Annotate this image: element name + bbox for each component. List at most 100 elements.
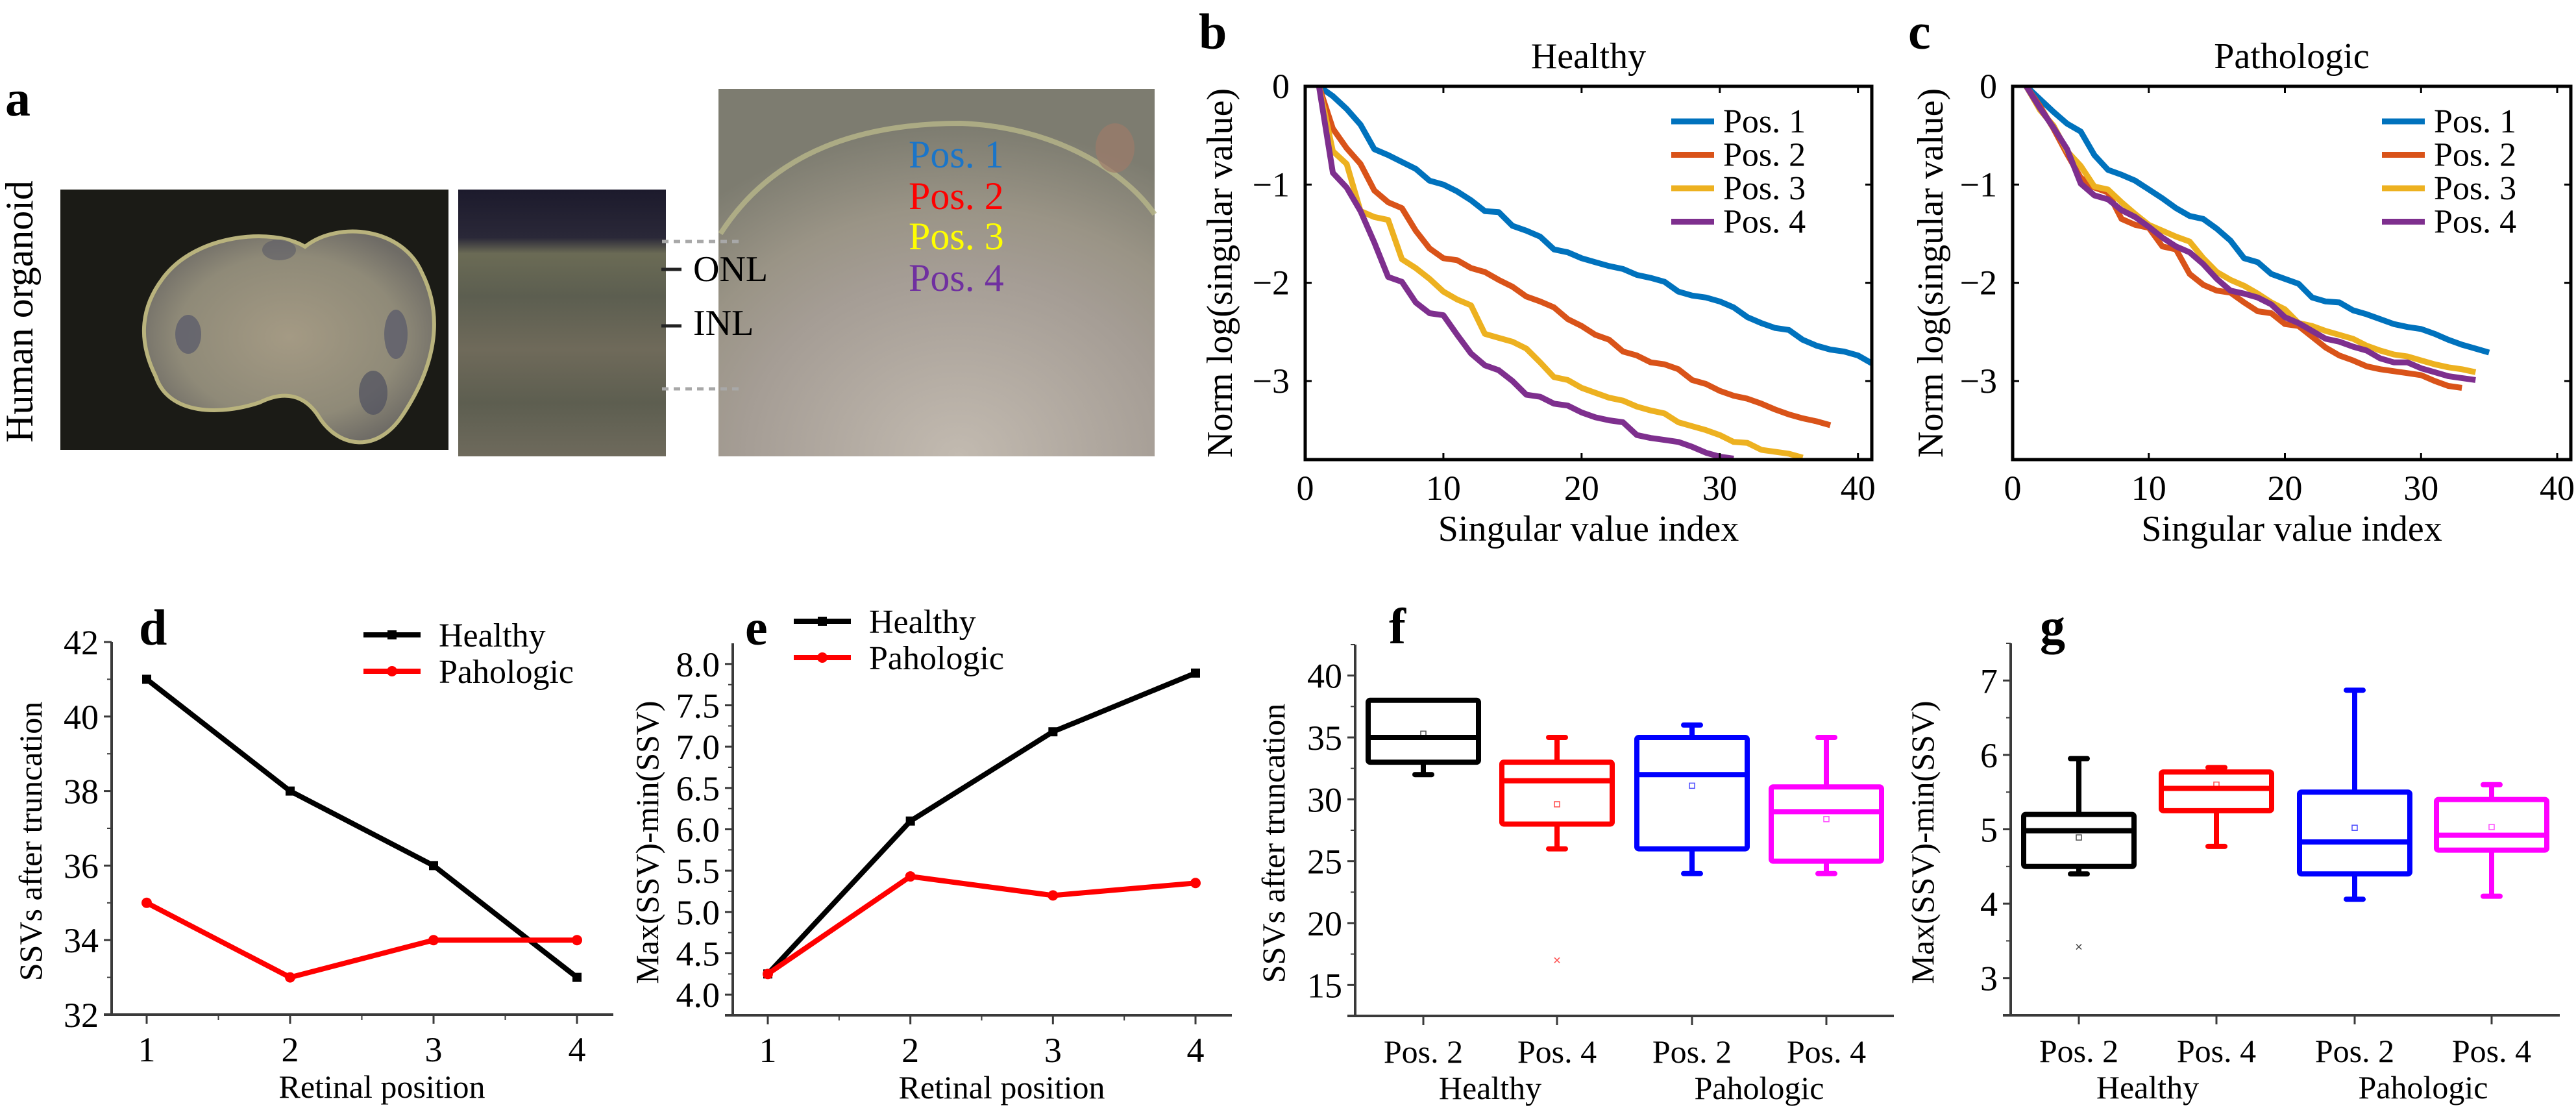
y-tick-label: 40 — [64, 698, 99, 737]
y-tick-label: 35 — [1307, 719, 1342, 758]
y-axis-title: Norm log(singular value) — [1911, 88, 1951, 458]
plot-frame — [1303, 84, 1874, 462]
panel-letter-a: a — [5, 70, 31, 127]
legend-marker-healthy — [818, 617, 827, 626]
chart-b-healthy-svd: 0 10 20 30 40 0 −1 −2 −3 Healthy Singular value in… — [1200, 36, 1876, 549]
data-point-pahologic — [141, 897, 152, 908]
mean-marker — [1689, 782, 1695, 789]
y-tick-label: 4.5 — [676, 935, 720, 974]
data-point-pahologic — [763, 969, 773, 980]
y-tick-label: 40 — [1307, 657, 1342, 696]
panel-letter-c: c — [1908, 3, 1931, 60]
x-axis-title: Retinal position — [898, 1069, 1105, 1106]
box-healthy-pos2 — [2021, 756, 2137, 950]
group-label-healthy: Healthy — [2096, 1069, 2199, 1106]
x-tick-label: 2 — [902, 1031, 919, 1070]
y-tick-label: −1 — [1960, 165, 1997, 204]
y-tick-label: 5.0 — [676, 893, 720, 932]
box-iqr — [2297, 789, 2412, 877]
x-tick-label: Pos. 4 — [1517, 1033, 1597, 1070]
mean-marker — [2488, 824, 2495, 830]
legend-label-pos-3: Pos. 3 — [2434, 170, 2516, 207]
x-tick-label: Pos. 2 — [1652, 1033, 1732, 1070]
mean-marker — [2213, 781, 2220, 788]
series-line-pos-2 — [2024, 86, 2462, 391]
y-tick-label: 25 — [1307, 843, 1342, 882]
data-point-healthy — [1048, 727, 1058, 737]
retina-layers-crop-image — [458, 190, 666, 456]
data-point-pahologic — [428, 935, 439, 946]
y-tick-label: 32 — [64, 996, 99, 1035]
x-tick-label: 40 — [1841, 469, 1876, 508]
legend-marker-pahologic — [817, 652, 828, 663]
x-tick-label: 3 — [425, 1030, 443, 1069]
x-tick-label: 0 — [1297, 469, 1314, 508]
x-tick-label: 10 — [1426, 469, 1461, 508]
box-iqr — [2159, 769, 2274, 813]
x-tick-label: Pos. 2 — [2039, 1033, 2118, 1069]
legend-label-pos-1: Pos. 1 — [2434, 103, 2516, 140]
group-label-pahologic: Pahologic — [1695, 1070, 1824, 1106]
series-line-pos-1 — [1317, 86, 1872, 366]
panel-letter-e: e — [745, 599, 768, 656]
series-line-pahologic — [766, 874, 1196, 976]
mean-marker — [2076, 834, 2082, 841]
data-point-pahologic — [905, 871, 916, 882]
y-tick-label: 8.0 — [676, 645, 720, 684]
x-tick-label: 3 — [1044, 1031, 1062, 1070]
series-line-pahologic — [145, 900, 577, 980]
legend-marker-pahologic — [387, 666, 397, 676]
x-tick-label: Pos. 4 — [1787, 1033, 1866, 1070]
mean-marker — [1554, 801, 1560, 808]
y-tick-label: 4 — [1980, 885, 1998, 924]
y-tick-label: 0 — [1980, 67, 1997, 106]
legend-label-pos-2: Pos. 2 — [2434, 137, 2516, 174]
row-label-human-organoid: Human organoid — [0, 180, 41, 443]
y-tick-label: 20 — [1307, 904, 1342, 943]
box-pahologic-pos4 — [2434, 782, 2549, 899]
series-line-pos-4 — [1316, 86, 1734, 460]
box-pahologic-pos2 — [1634, 722, 1750, 876]
y-tick-label: 5 — [1980, 811, 1998, 850]
panel-letter-g: g — [2040, 598, 2065, 654]
y-tick-label: 7.0 — [676, 728, 720, 767]
data-point-healthy — [1191, 668, 1200, 678]
x-tick-label: 0 — [2004, 469, 2022, 508]
chart-title: Healthy — [1531, 36, 1646, 77]
y-tick-label: 5.5 — [676, 852, 720, 891]
group-label-healthy: Healthy — [1439, 1070, 1541, 1106]
y-tick-label: 7.5 — [676, 687, 720, 726]
y-tick-label: 6 — [1980, 736, 1998, 775]
legend-marker-healthy — [387, 630, 397, 639]
legend-label-pos-4: Pos. 4 — [1723, 204, 1806, 241]
y-tick-label: −2 — [1253, 264, 1290, 303]
box-iqr — [1634, 735, 1750, 852]
box-iqr — [1499, 760, 1615, 827]
box-iqr — [1769, 784, 1884, 864]
outlier-marker — [1554, 957, 1560, 963]
legend-label-pos-3: Pos. 3 — [1723, 170, 1806, 207]
box-healthy-pos4 — [1499, 735, 1615, 963]
y-axis-title: SSVs after truncation — [1255, 704, 1292, 983]
panel-letter-f: f — [1389, 598, 1406, 654]
y-tick-label: 0 — [1272, 67, 1290, 106]
x-tick-label: 1 — [138, 1030, 156, 1069]
x-tick-label: 4 — [569, 1030, 586, 1069]
box-healthy-pos4 — [2159, 765, 2274, 849]
x-axis-title: Singular value index — [1438, 509, 1739, 549]
mean-marker — [1823, 816, 1830, 822]
position-label-4: Pos. 4 — [909, 256, 1004, 299]
legend-label-pos-2: Pos. 2 — [1723, 137, 1806, 174]
legend-label-pahologic: Pahologic — [439, 654, 574, 691]
outlier-marker — [2076, 944, 2082, 950]
position-label-1: Pos. 1 — [909, 133, 1004, 176]
box-iqr — [2434, 797, 2549, 853]
y-tick-label: −3 — [1960, 362, 1997, 401]
position-label-3: Pos. 3 — [909, 215, 1004, 258]
box-healthy-pos2 — [1366, 697, 1481, 778]
series-line-pos-3 — [1316, 86, 1804, 460]
x-tick-label: 1 — [759, 1031, 777, 1070]
series-line-pos-2 — [1316, 86, 1832, 428]
